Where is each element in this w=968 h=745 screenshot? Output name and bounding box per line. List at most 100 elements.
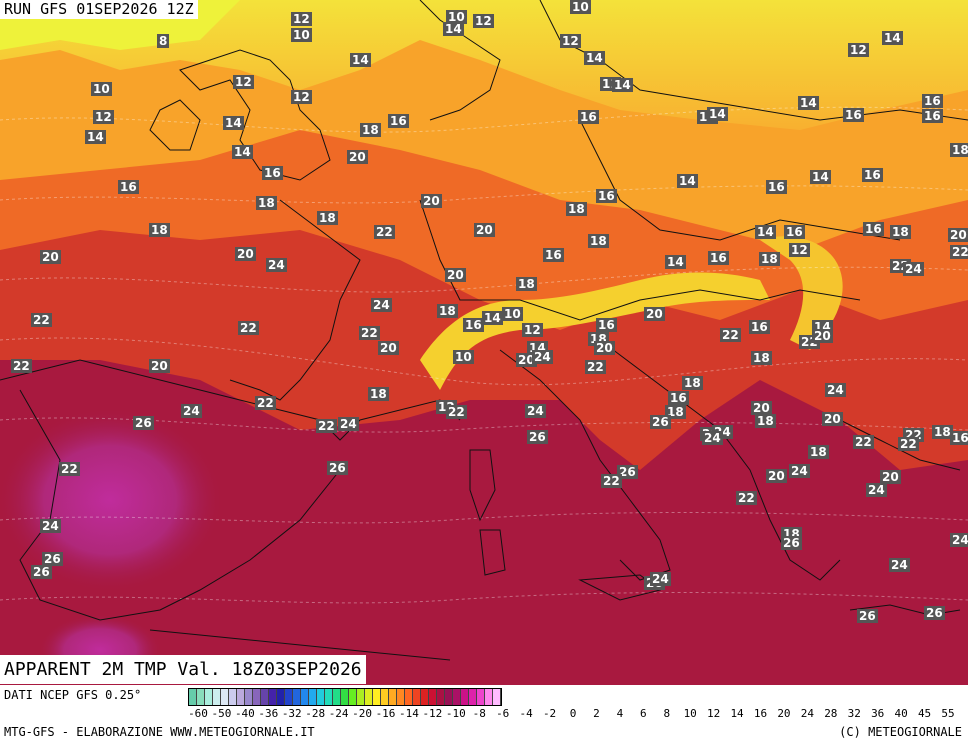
color-scale-tick-label: 4: [616, 707, 624, 720]
color-scale-swatch: [493, 689, 501, 705]
color-scale-ticks: -60 -50 -40 -36 -32 -28 -24 -20 -16 -14 -12 -10 -8 -6…: [188, 707, 966, 721]
color-scale-tick-label: -24: [328, 707, 349, 720]
color-scale-tick-label: 0: [569, 707, 577, 720]
temperature-label: 24: [40, 519, 61, 533]
temperature-label: 20: [812, 329, 833, 343]
temperature-label: 22: [374, 225, 395, 239]
temperature-label: 20: [822, 412, 843, 426]
color-scale-swatch: [461, 689, 469, 705]
temperature-label: 26: [133, 416, 154, 430]
temperature-label: 24: [702, 431, 723, 445]
temperature-label: 14: [85, 130, 106, 144]
color-scale-swatch: [293, 689, 301, 705]
color-scale-swatch: [253, 689, 261, 705]
color-scale-tick-label: -28: [305, 707, 326, 720]
color-scale-tick-label: 8: [663, 707, 671, 720]
temperature-label: 26: [527, 430, 548, 444]
temperature-label: 10: [453, 350, 474, 364]
temperature-label: 20: [421, 194, 442, 208]
temperature-label: 20: [644, 307, 665, 321]
color-scale-tick-label: -12: [422, 707, 443, 720]
color-scale-tick-label: 36: [871, 707, 885, 720]
temperature-label: 20: [378, 341, 399, 355]
temperature-label: 16: [950, 431, 968, 445]
color-scale-swatch: [205, 689, 213, 705]
temperature-label: 18: [755, 414, 776, 428]
color-scale-swatch: [373, 689, 381, 705]
color-scale-swatch: [285, 689, 293, 705]
color-scale-swatch: [333, 689, 341, 705]
temperature-label: 10: [291, 28, 312, 42]
temperature-label: 22: [585, 360, 606, 374]
temperature-label: 20: [149, 359, 170, 373]
temperature-label: 22: [446, 405, 467, 419]
temperature-label: 14: [707, 107, 728, 121]
temperature-label: 26: [650, 415, 671, 429]
temperature-label: 22: [898, 437, 919, 451]
temperature-label: 12: [560, 34, 581, 48]
temperature-label: 16: [118, 180, 139, 194]
temperature-label: 14: [882, 31, 903, 45]
temperature-label: 18: [368, 387, 389, 401]
temperature-label: 26: [327, 461, 348, 475]
temperature-label: 10: [91, 82, 112, 96]
temperature-label: 24: [789, 464, 810, 478]
color-scale-swatch: [477, 689, 485, 705]
temperature-label: 16: [578, 110, 599, 124]
color-scale-tick-label: -60: [188, 707, 208, 720]
color-scale-swatch: [453, 689, 461, 705]
color-scale-tick-label: -10: [445, 707, 466, 720]
temperature-label: 16: [922, 109, 943, 123]
temperature-label: 20: [594, 341, 615, 355]
color-scale-swatch: [325, 689, 333, 705]
temperature-label: 24: [866, 483, 887, 497]
temperature-label: 20: [235, 247, 256, 261]
color-scale-tick-label: 2: [593, 707, 600, 720]
color-scale-tick-label: -2: [542, 707, 557, 720]
temperature-label: 14: [677, 174, 698, 188]
temperature-label: 14: [443, 22, 464, 36]
temperature-label: 12: [848, 43, 869, 57]
color-scale-tick-label: -36: [258, 707, 279, 720]
color-scale-swatch: [229, 689, 237, 705]
color-scale-tick-label: 6: [640, 707, 647, 720]
temperature-label: 12: [473, 14, 494, 28]
color-scale-tick-label: 55: [941, 707, 955, 720]
temperature-label: 20: [474, 223, 495, 237]
temperature-label: 16: [388, 114, 409, 128]
color-scale-swatch: [221, 689, 229, 705]
color-scale-swatch: [237, 689, 245, 705]
zone-alps: [420, 272, 770, 390]
temperature-label: 24: [338, 417, 359, 431]
temperature-label: 26: [857, 609, 878, 623]
color-scale-swatch: [381, 689, 389, 705]
footer: DATI NCEP GFS 0.25° -60 -50 -40 -36 -32 -28 -2…: [0, 685, 968, 745]
color-scale-tick-label: 32: [847, 707, 861, 720]
color-scale-tick-label: -32: [281, 707, 302, 720]
color-scale-tick-label: -8: [472, 707, 486, 720]
temperature-label: 16: [596, 318, 617, 332]
color-scale-swatch: [317, 689, 325, 705]
color-scale-swatch: [485, 689, 493, 705]
color-scale-swatch: [389, 689, 397, 705]
temperature-label: 14: [665, 255, 686, 269]
temperature-label: 22: [720, 328, 741, 342]
temperature-label: 14: [482, 311, 503, 325]
temperature-label: 24: [889, 558, 910, 572]
temperature-label: 22: [601, 474, 622, 488]
temperature-label: 18: [759, 252, 780, 266]
temperature-label: 16: [749, 320, 770, 334]
temperature-label: 16: [262, 166, 283, 180]
temperature-label: 22: [31, 313, 52, 327]
temperature-label: 22: [853, 435, 874, 449]
color-scale-tick-label: 20: [777, 707, 791, 720]
temperature-label: 14: [350, 53, 371, 67]
temperature-label: 10: [502, 307, 523, 321]
temperature-label: 16: [863, 222, 884, 236]
color-scale-swatch: [245, 689, 253, 705]
color-scale-swatch: [437, 689, 445, 705]
temperature-label: 20: [40, 250, 61, 264]
temperature-label: 20: [766, 469, 787, 483]
temperature-label: 20: [445, 268, 466, 282]
temperature-label: 16: [463, 318, 484, 332]
